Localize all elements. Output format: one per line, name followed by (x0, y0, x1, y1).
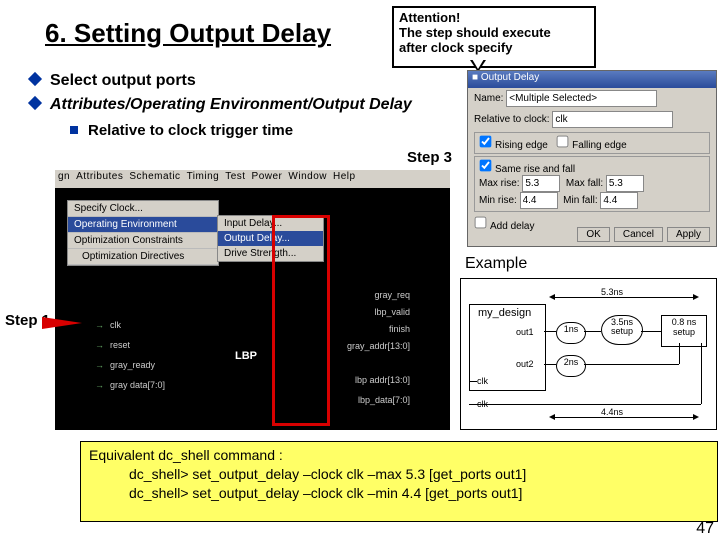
timing-diagram: my_design out1 out2 clk clk 1ns 2ns 3.5n… (460, 278, 717, 430)
callout-line3: after clock specify (399, 41, 589, 56)
adddelay-checkbox[interactable] (475, 217, 487, 229)
page-title: 6. Setting Output Delay (45, 18, 331, 49)
page-number: 47 (696, 520, 714, 538)
menu-opt-directives[interactable]: Optimization Directives (68, 249, 218, 265)
callout-line1: Attention! (399, 11, 589, 26)
maxfall-input[interactable] (606, 175, 644, 192)
equivalent-command-box: Equivalent dc_shell command : dc_shell> … (80, 441, 718, 522)
block-label: LBP (235, 350, 257, 362)
yb-line1: Equivalent dc_shell command : (89, 446, 709, 465)
schematic-area: LBP →clk →reset →gray_ready →gray data[7… (65, 285, 440, 420)
bullet-3: Relative to clock trigger time (70, 122, 293, 139)
output-delay-dialog: ■ Output Delay Name: Relative to clock: … (467, 70, 717, 247)
menu-opt-constraints[interactable]: Optimization Constraints (68, 233, 218, 249)
delay-2ns: 2ns (556, 355, 586, 377)
falling-checkbox[interactable] (557, 136, 569, 148)
step3-label: Step 3 (407, 149, 452, 166)
ide-window: gnAttributesSchematicTimingTestPowerWind… (55, 170, 450, 430)
yb-line2: dc_shell> set_output_delay –clock clk –m… (89, 465, 709, 484)
delay-3p5ns: 3.5ns setup (601, 315, 643, 345)
attributes-dropdown[interactable]: Specify Clock... Operating Environment O… (67, 200, 219, 266)
bullet-2: Attributes/Operating Environment/Output … (30, 96, 412, 114)
square-icon (70, 126, 78, 134)
samerf-checkbox[interactable] (480, 160, 492, 172)
minfall-input[interactable] (600, 192, 638, 209)
minrise-input[interactable] (520, 192, 558, 209)
menubar[interactable]: gnAttributesSchematicTimingTestPowerWind… (55, 170, 450, 188)
dialog-titlebar: ■ Output Delay (468, 71, 716, 88)
cancel-button[interactable]: Cancel (614, 227, 663, 242)
example-label: Example (465, 255, 527, 273)
rising-checkbox[interactable] (480, 136, 492, 148)
step2-redbox (272, 215, 330, 426)
yb-line3: dc_shell> set_output_delay –clock clk –m… (89, 484, 709, 503)
ok-button[interactable]: OK (577, 227, 609, 242)
callout-line2: The step should execute (399, 26, 589, 41)
diamond-icon (28, 72, 42, 86)
apply-button[interactable]: Apply (667, 227, 710, 242)
attention-callout: Attention! The step should execute after… (392, 6, 596, 68)
menu-operating-env[interactable]: Operating Environment (68, 217, 218, 233)
diamond-icon (28, 96, 42, 110)
step1-arrow-icon (42, 317, 82, 329)
name-input[interactable] (506, 90, 657, 107)
relclk-input[interactable] (552, 111, 673, 128)
menu-specify-clock[interactable]: Specify Clock... (68, 201, 218, 217)
bullet-1: Select output ports (30, 72, 196, 90)
maxrise-input[interactable] (522, 175, 560, 192)
delay-1ns: 1ns (556, 322, 586, 344)
